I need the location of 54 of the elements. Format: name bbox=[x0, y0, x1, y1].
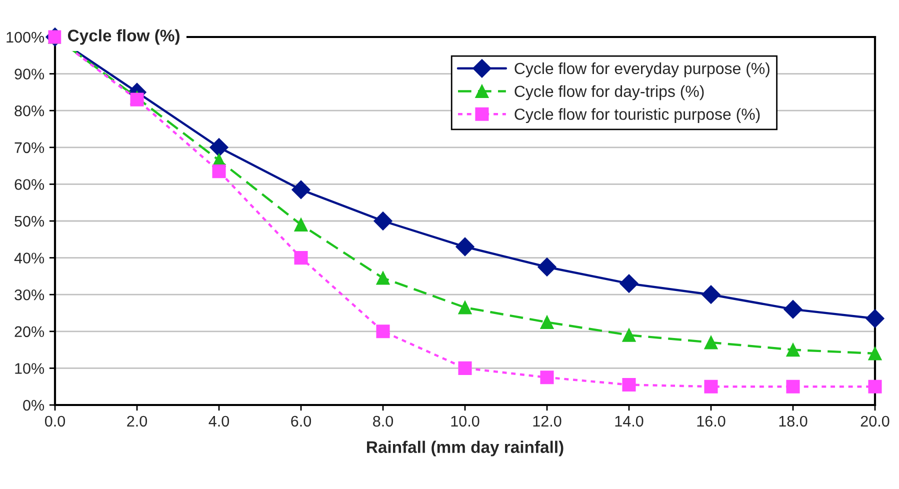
x-tick-label: 18.0 bbox=[779, 416, 808, 427]
y-tick-label: 40% bbox=[14, 252, 44, 264]
point bbox=[294, 251, 308, 265]
x-tick-label: 10.0 bbox=[451, 416, 480, 427]
point bbox=[376, 324, 390, 338]
point bbox=[620, 274, 638, 293]
x-tick-label: 0.0 bbox=[44, 416, 66, 427]
x-tick-label: 6.0 bbox=[291, 416, 312, 427]
point bbox=[786, 343, 800, 357]
point bbox=[540, 315, 554, 329]
point bbox=[212, 164, 226, 178]
point bbox=[622, 378, 636, 392]
x-tick-label: 20.0 bbox=[860, 416, 890, 427]
point bbox=[458, 361, 472, 375]
point bbox=[784, 300, 802, 319]
x-tick-label: 2.0 bbox=[127, 416, 148, 427]
point bbox=[868, 346, 882, 360]
y-tick-label: 100% bbox=[6, 32, 44, 43]
point bbox=[210, 138, 228, 157]
legend-label: Cycle flow for touristic purpose (%) bbox=[514, 108, 760, 124]
point bbox=[456, 237, 474, 256]
y-tick-label: 0% bbox=[23, 400, 44, 411]
y-tick-label: 70% bbox=[14, 142, 44, 154]
point bbox=[130, 92, 144, 106]
y-tick-label: 10% bbox=[15, 363, 44, 374]
point bbox=[704, 336, 718, 350]
point bbox=[868, 380, 882, 394]
point bbox=[866, 309, 884, 328]
point bbox=[538, 258, 556, 276]
y-tick-label: 50% bbox=[14, 216, 44, 227]
x-tick-label: 4.0 bbox=[208, 416, 230, 427]
y-tick-label: 20% bbox=[14, 326, 44, 338]
y-tick-label: 60% bbox=[14, 179, 44, 190]
y-tick-label: 80% bbox=[14, 105, 44, 116]
x-axis-title: Rainfall (mm day rainfall) bbox=[367, 440, 564, 456]
point bbox=[294, 218, 308, 232]
point bbox=[292, 180, 310, 200]
point bbox=[704, 380, 718, 394]
y-tick-label: 30% bbox=[14, 289, 44, 300]
x-tick-label: 16.0 bbox=[697, 416, 726, 427]
point bbox=[376, 271, 390, 285]
y-axis-title: Cycle flow (%) bbox=[68, 29, 180, 45]
x-tick-label: 12.0 bbox=[533, 416, 562, 427]
x-tick-label: 14.0 bbox=[615, 416, 644, 427]
legend-label: Cycle flow for day-trips (%) bbox=[514, 85, 704, 100]
point bbox=[786, 380, 800, 394]
point bbox=[702, 285, 720, 304]
point bbox=[458, 300, 472, 314]
x-tick-label: 8.0 bbox=[373, 416, 394, 427]
y-tick-label: 90% bbox=[14, 68, 44, 80]
legend-label: Cycle flow for everyday purpose (%) bbox=[514, 62, 770, 78]
point bbox=[622, 328, 636, 342]
point bbox=[540, 370, 554, 384]
point bbox=[374, 212, 392, 230]
